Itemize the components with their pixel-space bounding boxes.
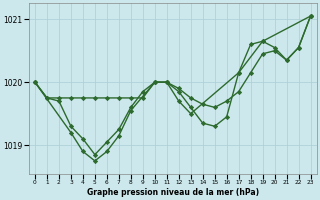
X-axis label: Graphe pression niveau de la mer (hPa): Graphe pression niveau de la mer (hPa) bbox=[87, 188, 259, 197]
